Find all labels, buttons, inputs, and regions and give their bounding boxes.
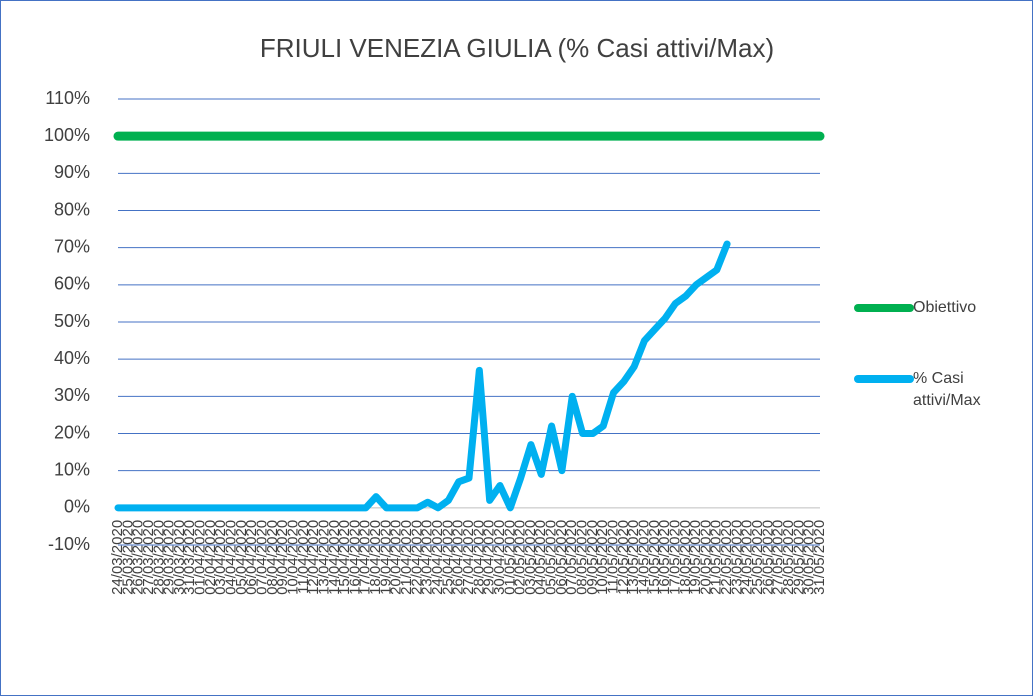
y-tick-label: 50% [54, 311, 90, 331]
x-tick-label: 02/05/2020 [512, 520, 529, 595]
x-tick-label: 19/05/2020 [687, 520, 704, 595]
y-tick-label: 90% [54, 162, 90, 182]
x-tick-label: 11/05/2020 [604, 520, 621, 594]
chart-title: FRIULI VENEZIA GIULIA (% Casi attivi/Max… [260, 33, 774, 63]
x-tick-label: 28/04/2020 [470, 520, 487, 595]
x-tick-label: 13/04/2020 [315, 520, 332, 595]
x-tick-label: 20/04/2020 [388, 520, 405, 595]
x-tick-label: 07/05/2020 [563, 520, 580, 595]
x-tick-label: 24/04/2020 [429, 520, 446, 595]
y-tick-label: 70% [54, 236, 90, 256]
y-tick-label: 80% [54, 199, 90, 219]
y-tick-label: 20% [54, 422, 90, 442]
x-tick-label: 15/05/2020 [646, 520, 663, 595]
x-tick-label: 22/04/2020 [408, 520, 425, 595]
x-tick-label: 21/05/2020 [708, 520, 725, 595]
x-tick-label: 27/04/2020 [460, 520, 477, 595]
x-tick-label: 25/05/2020 [749, 520, 766, 595]
x-tick-label: 11/04/2020 [295, 520, 312, 594]
x-tick-label: 24/05/2020 [739, 520, 756, 595]
x-tick-label: 31/05/2020 [811, 520, 828, 595]
x-tick-label: 16/04/2020 [346, 520, 363, 595]
x-tick-label: 27/03/2020 [140, 520, 157, 595]
y-tick-label: 110% [45, 88, 90, 108]
x-tick-label: 06/04/2020 [243, 520, 260, 595]
x-tick-label: 12/05/2020 [615, 520, 632, 595]
y-tick-label: -10% [48, 534, 90, 554]
y-tick-label: 40% [54, 348, 90, 368]
y-tick-label: 60% [54, 274, 90, 294]
x-tick-label: 18/05/2020 [677, 520, 694, 595]
x-tick-label: 30/05/2020 [801, 520, 818, 595]
x-tick-label: 30/04/2020 [491, 520, 508, 595]
legend-label: Obiettivo [913, 299, 977, 316]
x-tick-label: 14/04/2020 [326, 520, 343, 595]
x-tick-label: 30/03/2020 [171, 520, 188, 595]
x-tick-label: 17/05/2020 [666, 520, 683, 595]
x-tick-label: 26/05/2020 [759, 520, 776, 595]
data-line [114, 240, 731, 512]
x-tick-label: 31/03/2020 [181, 520, 198, 595]
x-tick-label: 06/05/2020 [553, 520, 570, 595]
x-tick-label: 08/04/2020 [264, 520, 281, 595]
x-tick-label: 16/05/2020 [656, 520, 673, 595]
x-tick-label: 18/04/2020 [367, 520, 384, 595]
x-tick-label: 19/04/2020 [377, 520, 394, 595]
x-tick-label: 23/05/2020 [728, 520, 745, 595]
x-tick-label: 21/04/2020 [398, 520, 415, 595]
x-tick-label: 03/05/2020 [522, 520, 539, 595]
x-tick-label: 07/04/2020 [253, 520, 270, 595]
x-tick-label: 01/05/2020 [501, 520, 518, 595]
x-tick-label: 29/05/2020 [790, 520, 807, 595]
x-tick-label: 15/04/2020 [336, 520, 353, 595]
x-tick-label: 02/04/2020 [202, 520, 219, 595]
x-tick-label: 28/03/2020 [150, 520, 167, 595]
x-tick-label: 10/05/2020 [594, 520, 611, 595]
x-tick-label: 25/04/2020 [439, 520, 456, 595]
x-tick-label: 26/03/2020 [130, 520, 147, 595]
x-tick-label: 25/03/2020 [119, 520, 136, 595]
x-tick-label: 03/04/2020 [212, 520, 229, 595]
x-tick-label: 17/04/2020 [357, 520, 374, 595]
y-tick-label: 10% [54, 459, 90, 479]
x-tick-label: 20/05/2020 [697, 520, 714, 595]
x-tick-label: 04/05/2020 [532, 520, 549, 595]
y-tick-label: 0% [64, 497, 90, 517]
x-tick-label: 13/05/2020 [625, 520, 642, 595]
legend-label: % Casi attivi/Max [913, 370, 981, 409]
x-tick-label: 14/05/2020 [635, 520, 652, 595]
x-tick-label: 23/04/2020 [419, 520, 436, 595]
x-tick-label: 26/04/2020 [450, 520, 467, 595]
x-tick-label: 09/05/2020 [584, 520, 601, 595]
x-tick-label: 27/05/2020 [770, 520, 787, 595]
x-tick-label: 29/04/2020 [481, 520, 498, 595]
x-tick-label: 08/05/2020 [574, 520, 591, 595]
x-tick-label: 28/05/2020 [780, 520, 797, 595]
y-tick-label: 30% [54, 385, 90, 405]
x-tick-label: 12/04/2020 [305, 520, 322, 595]
x-tick-label: 22/05/2020 [718, 520, 735, 595]
x-tick-label: 01/04/2020 [192, 520, 209, 595]
x-tick-label: 09/04/2020 [274, 520, 291, 595]
x-tick-label: 29/03/2020 [161, 520, 178, 595]
x-tick-label: 10/04/2020 [284, 520, 301, 595]
x-tick-label: 24/03/2020 [109, 520, 126, 595]
x-tick-label: 05/04/2020 [233, 520, 250, 595]
x-tick-label: 04/04/2020 [223, 520, 240, 595]
y-tick-label: 100% [44, 125, 90, 145]
x-tick-label: 05/05/2020 [543, 520, 560, 595]
